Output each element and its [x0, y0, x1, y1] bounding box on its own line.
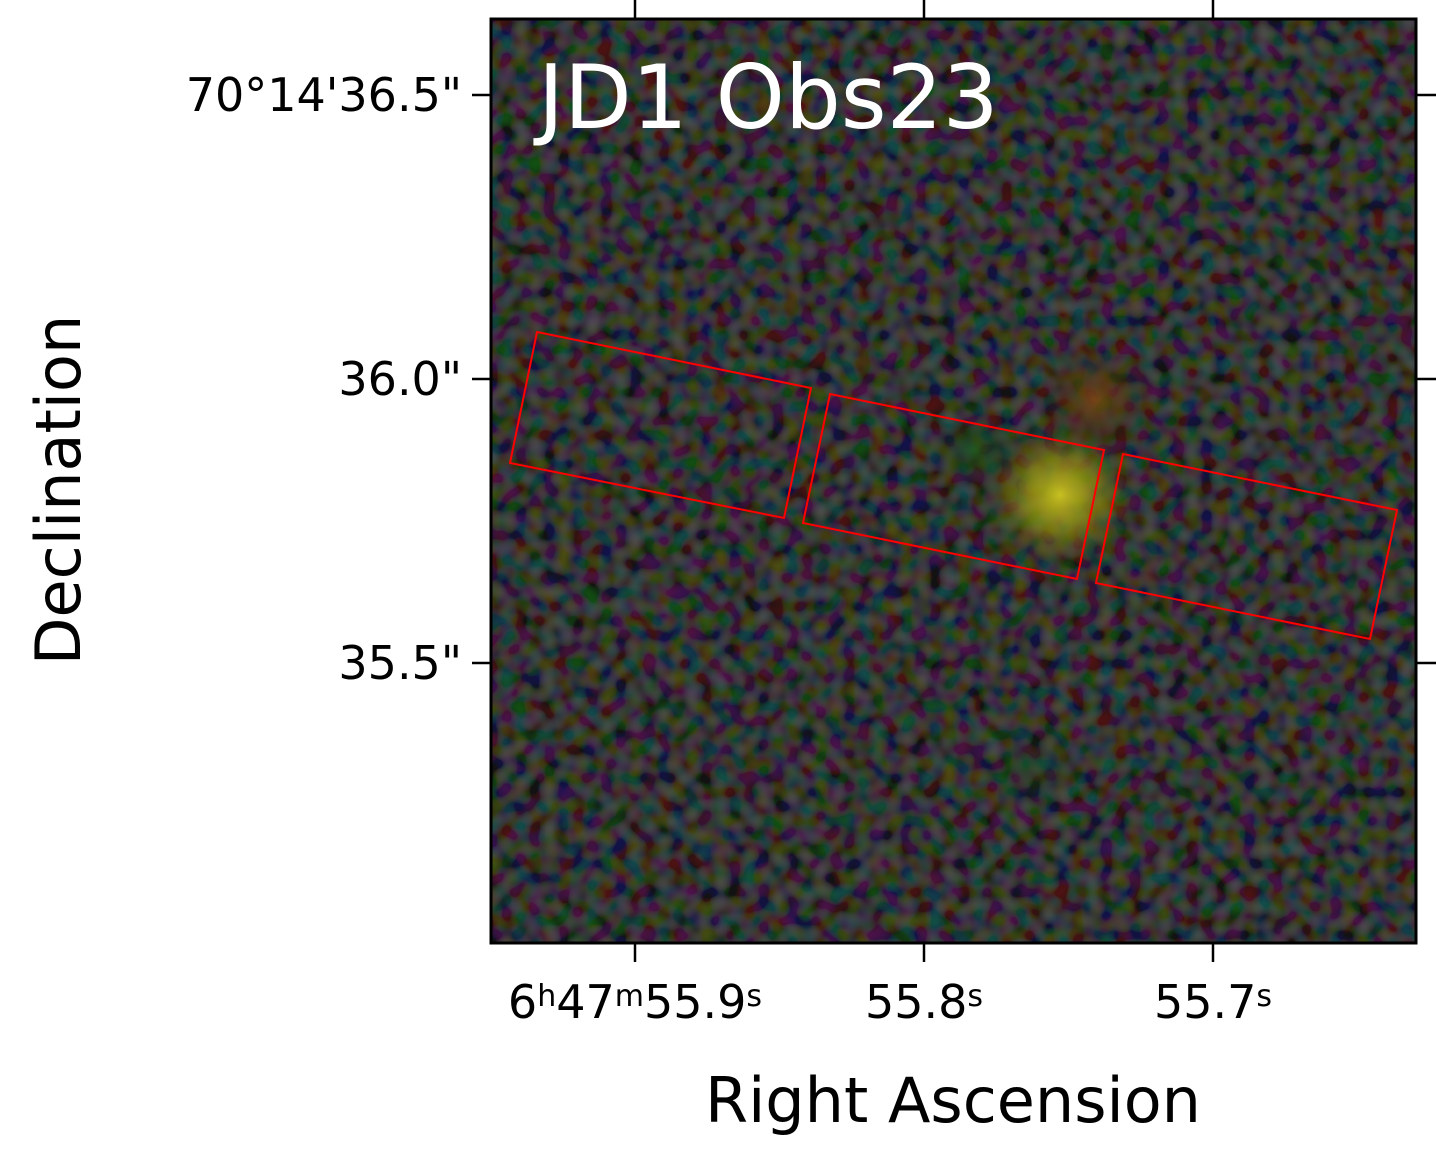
x-tick-label: 55.7s [1154, 975, 1272, 1029]
slit [801, 392, 1106, 581]
y-axis-label: Declination [22, 315, 95, 665]
tick-part: 55.7 [1154, 975, 1256, 1029]
superscript: m [615, 979, 644, 1014]
frame [489, 17, 1418, 945]
x-tick-label: 6h47m55.9s [508, 975, 762, 1029]
image [491, 19, 1416, 943]
tick-part: 6 [508, 975, 537, 1029]
ticks [472, 0, 1436, 962]
x-axis-label: Right Ascension [705, 1064, 1201, 1137]
tick-part: 47 [556, 975, 615, 1029]
y-tick-label: 35.5" [338, 636, 462, 690]
tick-part: 55.8 [865, 975, 967, 1029]
tick-part: 55.9 [644, 975, 746, 1029]
superscript: s [746, 979, 762, 1014]
superscript: h [537, 979, 556, 1014]
superscript: s [967, 979, 983, 1014]
x-tick-label: 55.8s [865, 975, 983, 1029]
slit [1094, 452, 1399, 641]
y-tick-label: 36.0" [338, 352, 462, 406]
slit-boxes [508, 330, 1399, 641]
y-tick-label: 70°14'36.5" [186, 68, 462, 122]
title: JD1 Obs23 [533, 46, 999, 149]
slit [508, 330, 813, 520]
superscript: s [1256, 979, 1272, 1014]
